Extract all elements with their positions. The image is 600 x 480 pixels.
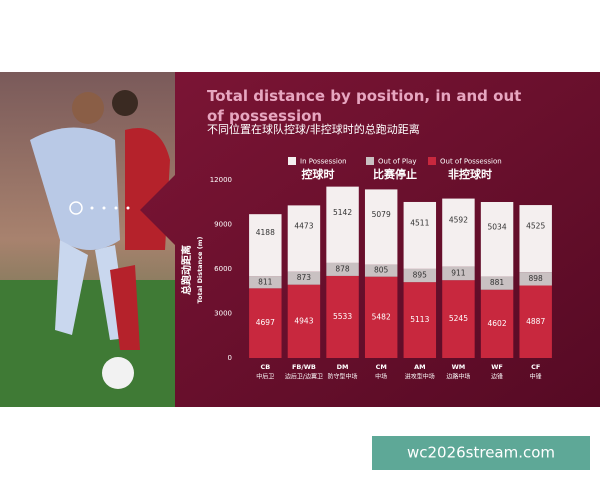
y-tick-label: 9000 <box>214 221 232 229</box>
x-tick-label: CB <box>260 363 270 371</box>
y-tick-label: 6000 <box>214 265 232 273</box>
value-label: 5142 <box>333 208 352 217</box>
x-tick-label: DM <box>337 363 349 371</box>
value-label: 4511 <box>410 218 429 227</box>
y-tick-label: 3000 <box>214 310 232 318</box>
bar-segment <box>287 205 321 272</box>
value-label: 5245 <box>449 314 468 323</box>
bar-segment <box>442 198 475 267</box>
legend-label: Out of Play <box>378 158 417 166</box>
bar-segment <box>403 282 437 358</box>
value-label: 4602 <box>488 319 507 328</box>
bar-segment <box>249 276 282 289</box>
x-tick-label-zh: 中场 <box>375 373 387 381</box>
value-label: 811 <box>258 277 273 286</box>
x-tick-label-zh: 中后卫 <box>256 373 274 381</box>
value-label: 5034 <box>488 222 507 231</box>
value-label: 881 <box>490 278 505 287</box>
value-label: 5482 <box>372 312 391 321</box>
value-label: 898 <box>529 274 544 283</box>
y-tick-label: 0 <box>228 354 232 362</box>
value-label: 4592 <box>449 216 468 225</box>
bar-segment <box>442 266 475 281</box>
value-label: 4525 <box>526 222 545 231</box>
x-tick-label-zh: 防守型中场 <box>328 373 358 381</box>
chart-title: Total distance by position, in and out o… <box>207 87 522 125</box>
x-tick-label-zh: 边后卫/边翼卫 <box>285 373 323 381</box>
bar-segment <box>480 276 514 290</box>
x-tick-label: CM <box>376 363 387 371</box>
x-tick-label: WF <box>491 363 503 371</box>
value-label: 911 <box>451 268 466 277</box>
value-label: 4943 <box>294 316 313 325</box>
bar-segment <box>480 289 514 358</box>
legend-swatch <box>428 157 436 165</box>
bar-segment <box>519 205 552 273</box>
legend-swatch <box>288 157 296 165</box>
bar-segment <box>326 186 359 263</box>
bar-segment <box>249 214 282 277</box>
value-label: 4188 <box>256 228 275 237</box>
value-label: 4887 <box>526 317 545 326</box>
x-tick-label-zh: 进攻型中场 <box>405 373 435 381</box>
phase-label: 比赛停止 <box>373 167 417 181</box>
x-tick-label: CF <box>531 363 540 371</box>
x-tick-label-zh: 边路中场 <box>446 373 470 381</box>
x-tick-label-zh: 中锋 <box>530 373 542 381</box>
bar-segment <box>364 264 398 277</box>
bar-segment <box>287 284 321 358</box>
value-label: 4473 <box>294 222 313 231</box>
phase-label: 非控球时 <box>448 167 492 181</box>
bar-segment <box>326 262 359 276</box>
value-label: 805 <box>374 266 389 275</box>
phase-label: 控球时 <box>302 167 335 181</box>
watermark: wc2026stream.com <box>407 444 555 462</box>
bar-segment <box>403 268 437 283</box>
watermark-box <box>372 436 590 470</box>
bar-segment <box>480 201 514 277</box>
y-axis-title: Total Distance (m) <box>196 237 204 304</box>
y-tick-label: 12000 <box>210 176 232 184</box>
bar-segment <box>442 280 475 358</box>
bar-segment <box>326 275 359 358</box>
bar-segment <box>519 272 552 286</box>
value-label: 873 <box>297 273 312 282</box>
bar-segment <box>364 276 398 358</box>
value-label: 878 <box>335 264 350 273</box>
bar-segment <box>364 189 398 265</box>
bar-segment <box>519 285 552 358</box>
value-label: 895 <box>413 271 428 280</box>
y-axis-title-zh: 总跑动距离 <box>180 245 193 295</box>
x-tick-label-zh: 边锋 <box>491 373 503 381</box>
legend-label: In Possession <box>300 158 347 166</box>
x-tick-label: FB/WB <box>292 363 316 371</box>
legend-label: Out of Possession <box>440 158 502 166</box>
value-label: 5533 <box>333 312 352 321</box>
bar-segment <box>249 288 282 358</box>
value-label: 4697 <box>256 318 275 327</box>
value-label: 5079 <box>372 210 391 219</box>
bar-segment <box>403 201 437 269</box>
bar-segment <box>287 271 321 285</box>
x-tick-label: WM <box>452 363 466 371</box>
x-tick-label: AM <box>414 363 426 371</box>
dotted-arrow <box>69 201 130 215</box>
legend-swatch <box>366 157 374 165</box>
photo <box>0 72 180 407</box>
value-label: 5113 <box>410 315 429 324</box>
subtitle: 不同位置在球队控球/非控球时的总跑动距离 <box>207 122 420 136</box>
